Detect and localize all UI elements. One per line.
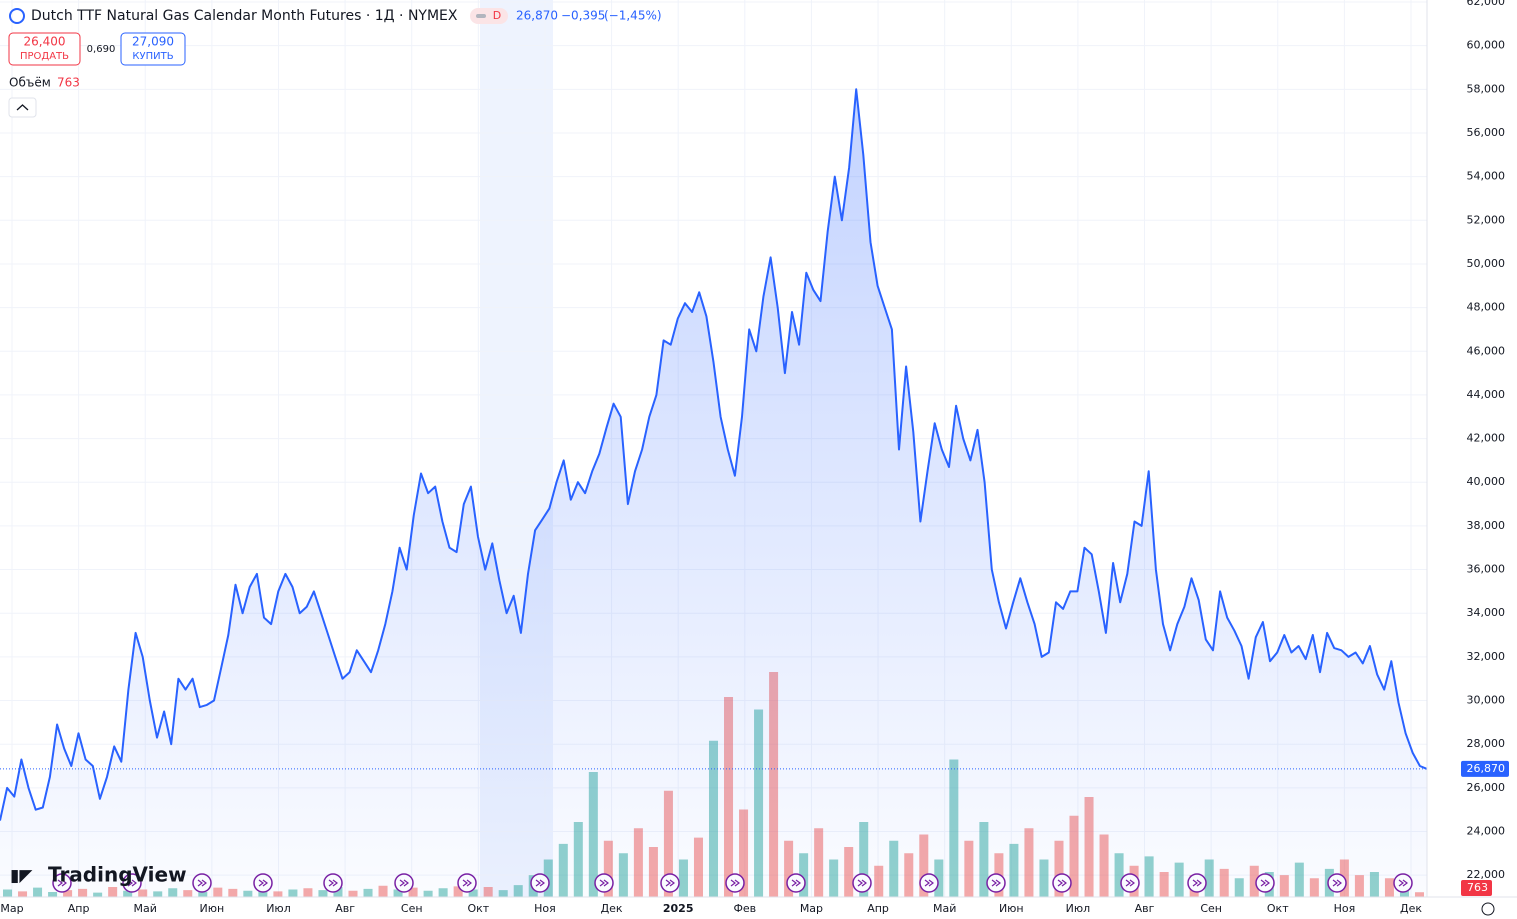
x-tick-label: Июл — [266, 902, 291, 915]
sell-label: ПРОДАТЬ — [20, 51, 69, 62]
volume-value: 763 — [57, 76, 80, 90]
x-tick-label: Мар — [800, 902, 823, 915]
y-tick-label: 44,000 — [1467, 388, 1506, 401]
x-tick-label: Фев — [733, 902, 756, 915]
sell-button[interactable] — [8, 32, 81, 66]
x-tick-label: Апр — [68, 902, 90, 915]
x-tick-label: Сен — [401, 902, 423, 915]
y-tick-label: 38,000 — [1467, 519, 1506, 532]
x-tick-label: Мар — [0, 902, 23, 915]
last-price-box — [1461, 760, 1509, 777]
volume-label: Объём — [9, 76, 51, 90]
chart-title: Dutch TTF Natural Gas Calendar Month Fut… — [31, 8, 458, 24]
buy-label: КУПИТЬ — [132, 51, 173, 62]
x-tick-label: 2025 — [663, 902, 694, 915]
x-tick-label: Дек — [601, 902, 623, 915]
logo: TradingView — [48, 863, 187, 887]
buy-button[interactable] — [120, 32, 186, 66]
y-tick-label: 34,000 — [1467, 606, 1506, 619]
x-tick-label: Авг — [1135, 902, 1155, 915]
spread: 0,690 — [87, 44, 116, 55]
y-tick-label: 40,000 — [1467, 475, 1506, 488]
y-tick-label: 62,000 — [1467, 0, 1506, 8]
x-tick-label: Дек — [1400, 902, 1422, 915]
x-tick-label: Окт — [1267, 902, 1289, 915]
price-line — [0, 88, 1428, 821]
y-tick-label: 46,000 — [1467, 344, 1506, 357]
last-price-label: 26,870 — [1467, 762, 1506, 775]
change-pct: (−1,45%) — [604, 9, 662, 23]
y-tick-label: 60,000 — [1467, 39, 1506, 52]
y-tick-label: 22,000 — [1467, 868, 1506, 881]
x-tick-label: Ноя — [534, 902, 556, 915]
y-tick-label: 30,000 — [1467, 694, 1506, 707]
x-tick-label: Июн — [999, 902, 1024, 915]
x-tick-label: Сен — [1200, 902, 1222, 915]
y-tick-label: 52,000 — [1467, 213, 1506, 226]
x-tick-label: Ноя — [1334, 902, 1356, 915]
y-tick-label: 58,000 — [1467, 82, 1506, 95]
y-tick-label: 54,000 — [1467, 170, 1506, 183]
last-volume-box — [1461, 880, 1492, 896]
y-tick-label: 26,000 — [1467, 781, 1506, 794]
change: −0,395 — [561, 9, 605, 23]
y-tick-label: 50,000 — [1467, 257, 1506, 270]
area — [0, 89, 1427, 898]
price: 26,870 — [516, 9, 558, 23]
logo-mark: ▮◤ — [10, 866, 33, 886]
y-tick-label: 56,000 — [1467, 126, 1506, 139]
last-volume-label: 763 — [1467, 881, 1488, 894]
x-tick-label: Авг — [335, 902, 355, 915]
sell-price: 26,400 — [24, 35, 66, 49]
x-tick-label: Июл — [1066, 902, 1091, 915]
x-tick-label: Июн — [200, 902, 225, 915]
y-tick-label: 24,000 — [1467, 825, 1506, 838]
x-tick-label: Апр — [867, 902, 889, 915]
collapse-icon — [16, 104, 29, 111]
y-tick-label: 42,000 — [1467, 432, 1506, 445]
x-tick-label: Окт — [467, 902, 489, 915]
buy-price: 27,090 — [132, 35, 174, 49]
y-tick-label: 32,000 — [1467, 650, 1506, 663]
y-tick-label: 36,000 — [1467, 563, 1506, 576]
x-tick-label: Май — [933, 902, 956, 915]
x-tick-label: Май — [134, 902, 157, 915]
settings-icon[interactable] — [1481, 902, 1495, 916]
collapse-button[interactable] — [8, 97, 37, 118]
symbol-icon — [9, 8, 25, 24]
y-tick-label: 48,000 — [1467, 301, 1506, 314]
status-dot — [476, 14, 486, 18]
status-badge — [470, 8, 508, 24]
badge: D — [493, 9, 501, 22]
y-tick-label: 28,000 — [1467, 737, 1506, 750]
